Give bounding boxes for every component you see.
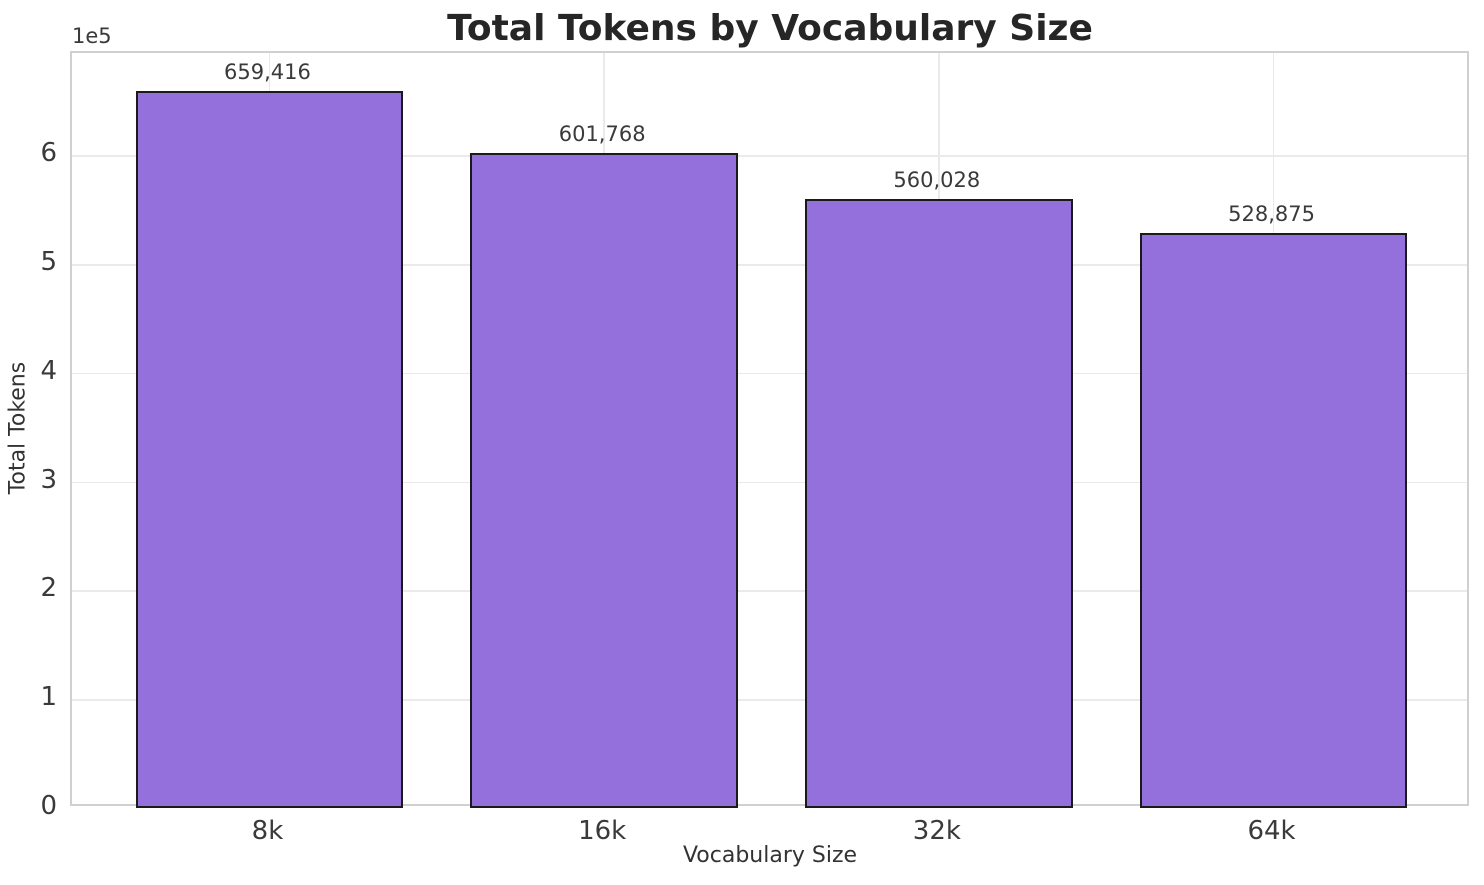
gridline-horizontal bbox=[72, 699, 1467, 701]
bar-value-label: 560,028 bbox=[893, 167, 981, 192]
bar-64k bbox=[1139, 232, 1408, 808]
gridline-horizontal bbox=[72, 155, 1467, 157]
gridline-horizontal bbox=[72, 590, 1467, 592]
y-tick-label: 6 bbox=[40, 138, 57, 169]
x-tick-label: 32k bbox=[912, 816, 961, 846]
bar-value-label: 659,416 bbox=[224, 59, 311, 84]
bar-8k bbox=[135, 90, 404, 808]
plot-area bbox=[70, 51, 1469, 808]
bar-value-label: 528,875 bbox=[1228, 201, 1315, 226]
y-tick-label: 2 bbox=[40, 573, 57, 604]
x-tick-label: 16k bbox=[578, 816, 627, 846]
gridline-horizontal bbox=[72, 481, 1467, 484]
bar-16k bbox=[470, 153, 739, 808]
x-tick-label: 8k bbox=[251, 816, 284, 846]
y-tick-label: 1 bbox=[40, 682, 57, 713]
x-tick-label: 64k bbox=[1247, 816, 1296, 846]
y-axis-label: Total Tokens bbox=[5, 361, 31, 495]
y-axis-offset-text: 1e5 bbox=[72, 24, 112, 48]
gridline-horizontal bbox=[72, 264, 1467, 266]
x-axis-label: Vocabulary Size bbox=[682, 843, 858, 868]
gridline-horizontal bbox=[72, 372, 1467, 375]
bar-value-label: 601,768 bbox=[558, 122, 646, 147]
y-tick-label: 3 bbox=[40, 464, 57, 495]
bar-32k bbox=[804, 198, 1073, 808]
y-tick-label: 4 bbox=[40, 355, 57, 386]
y-tick-label: 5 bbox=[40, 247, 57, 278]
y-tick-label: 0 bbox=[40, 791, 57, 821]
chart-title: Total Tokens by Vocabulary Size bbox=[447, 8, 1093, 49]
